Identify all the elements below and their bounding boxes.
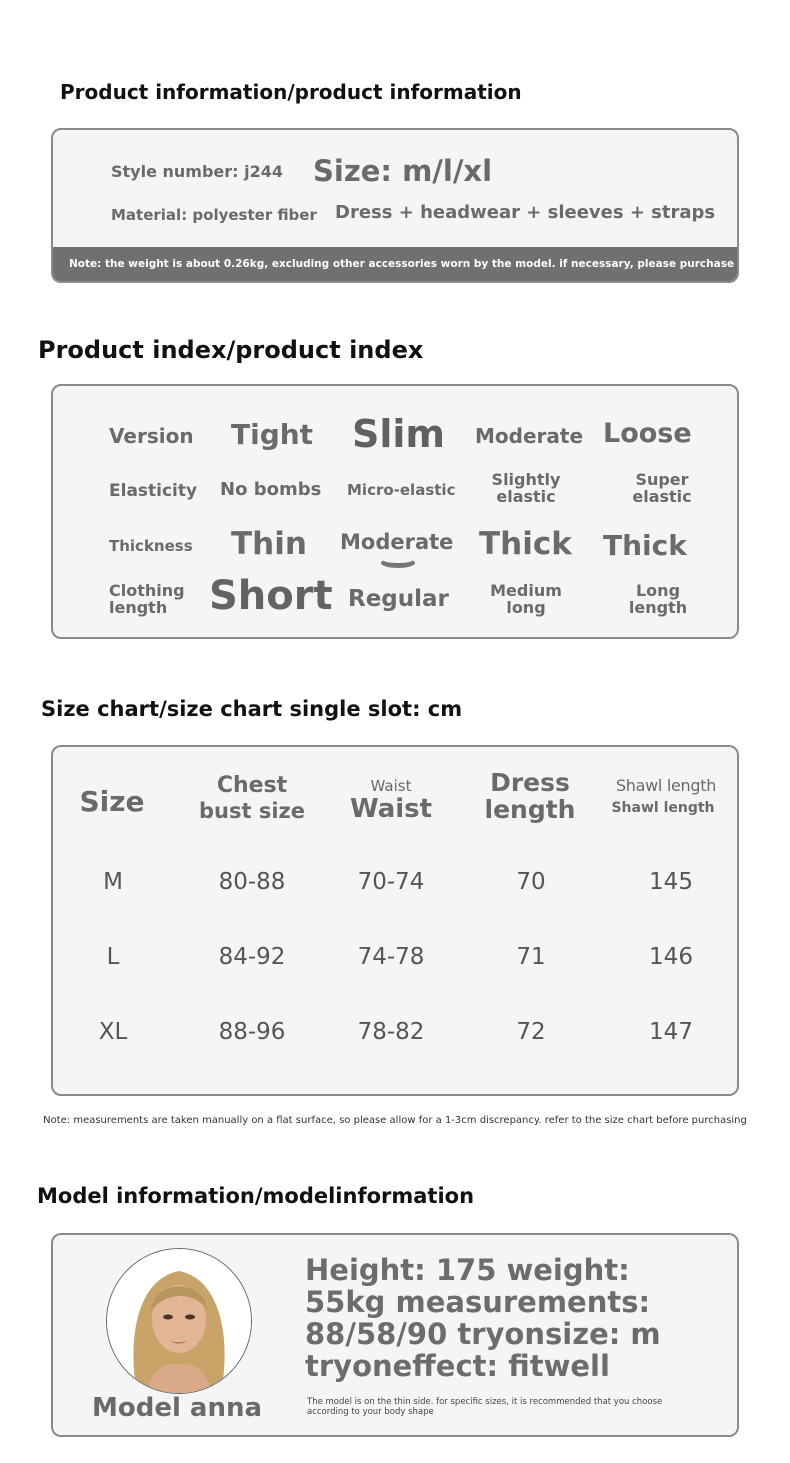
index-option-moderate-selected: Moderate xyxy=(340,530,454,554)
size-chart-header-shawl: Shawl length xyxy=(615,776,717,795)
size-cell: 84-92 xyxy=(218,944,286,970)
size-chart-header-waist: Waist xyxy=(349,794,433,824)
index-option-medium-long: Medium long xyxy=(490,581,562,617)
index-option-thick-1: Thick xyxy=(479,526,572,562)
weight-note: Note: the weight is about 0.26kg, exclud… xyxy=(53,247,737,281)
index-option-no-bombs: No bombs xyxy=(220,479,322,500)
model-detail-line: 88/58/90 tryonsize: m xyxy=(305,1317,661,1351)
size-cell: XL xyxy=(98,1019,128,1045)
selection-mark xyxy=(381,557,415,568)
size-cell: 145 xyxy=(649,869,693,895)
model-detail-line: 55kg measurements: xyxy=(305,1285,651,1319)
size-chart-header-dress: Dress xyxy=(490,768,570,797)
size-cell: 88-96 xyxy=(218,1019,286,1045)
model-detail-line: Height: 175 weight: xyxy=(305,1253,630,1287)
model-info-card: Model anna Height: 175 weight: 55kg meas… xyxy=(51,1233,739,1437)
model-avatar xyxy=(106,1248,252,1394)
model-name: Model anna xyxy=(91,1393,263,1423)
index-label-version: Version xyxy=(109,424,194,448)
index-option-super-elastic: Super elastic xyxy=(632,470,692,506)
size-cell: 70-74 xyxy=(357,869,425,895)
size-cell: 147 xyxy=(649,1019,693,1045)
size-chart-header-length: length xyxy=(484,795,576,824)
size-cell: 74-78 xyxy=(357,944,425,970)
size-cell: L xyxy=(106,944,120,970)
index-option-moderate: Moderate xyxy=(475,424,584,448)
size-chart-header-size: Size xyxy=(79,785,145,818)
index-label-elasticity: Elasticity xyxy=(109,481,198,501)
package-contents: Dress + headwear + sleeves + straps xyxy=(335,202,716,223)
size-options: Size: m/l/xl xyxy=(313,154,493,188)
size-chart-title: Size chart/size chart single slot: cm xyxy=(41,697,463,721)
size-cell: 70 xyxy=(516,869,546,895)
index-option-tight: Tight xyxy=(231,418,314,451)
index-option-micro-elastic: Micro-elastic xyxy=(347,481,456,499)
size-chart-header-chest: Chest xyxy=(216,773,288,798)
style-number: Style number: j244 xyxy=(111,162,284,181)
index-option-slightly-elastic: Slightly elastic xyxy=(491,470,561,506)
material: Material: polyester fiber xyxy=(111,206,317,224)
index-option-thin: Thin xyxy=(231,526,307,562)
product-info-card: Style number: j244 Size: m/l/xl Material… xyxy=(51,128,739,283)
model-photo xyxy=(107,1249,251,1393)
index-label-clothing-length: Clothing length xyxy=(109,581,185,617)
model-details: Height: 175 weight: 55kg measurements: 8… xyxy=(305,1254,661,1382)
size-chart-header-waist-small: Waist xyxy=(370,777,412,795)
index-option-loose: Loose xyxy=(603,418,692,449)
size-cell: 71 xyxy=(516,944,546,970)
model-info-title: Model information/modelinformation xyxy=(37,1184,475,1208)
size-cell: 72 xyxy=(516,1019,546,1045)
index-option-slim-selected: Slim xyxy=(352,412,446,456)
size-cell: 146 xyxy=(649,944,693,970)
index-option-short-selected: Short xyxy=(209,573,333,619)
product-info-title: Product information/product information xyxy=(60,80,522,104)
index-label-thickness: Thickness xyxy=(109,537,193,555)
product-index-card: Version Tight Slim Moderate Loose Elasti… xyxy=(51,384,739,639)
size-chart-header-shawl-sub: Shawl length xyxy=(611,800,715,816)
size-cell: 80-88 xyxy=(218,869,286,895)
index-option-long-length: Long length xyxy=(628,581,688,617)
index-option-regular: Regular xyxy=(348,586,449,612)
size-chart-card: Size Chest bust size Waist Waist Dress l… xyxy=(51,745,739,1096)
size-cell: 78-82 xyxy=(357,1019,425,1045)
measurement-note: Note: measurements are taken manually on… xyxy=(43,1115,747,1126)
size-cell: M xyxy=(103,869,123,895)
size-chart-header-bust: bust size xyxy=(199,799,305,823)
index-option-thick-2: Thick xyxy=(603,529,687,562)
model-detail-line: tryoneffect: fitwell xyxy=(305,1349,610,1383)
model-size-advice: The model is on the thin side. for speci… xyxy=(307,1397,663,1417)
product-index-title: Product index/product index xyxy=(38,336,424,364)
